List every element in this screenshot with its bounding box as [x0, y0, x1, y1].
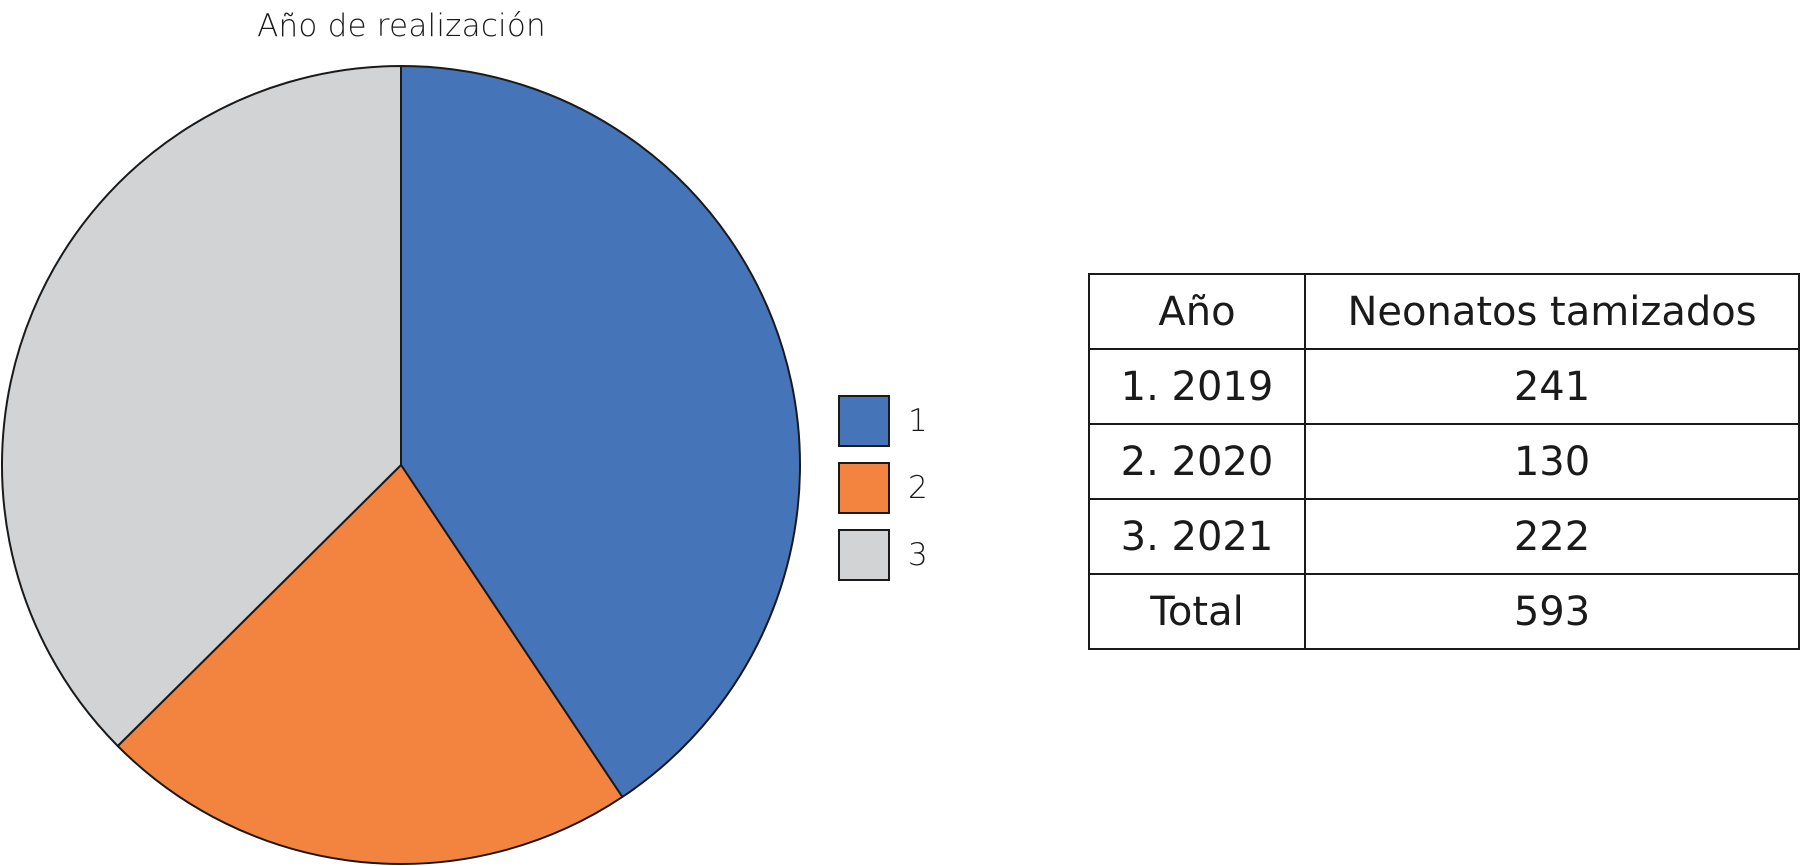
legend-swatch-1 [838, 395, 890, 447]
pie-slice-3 [1, 65, 402, 748]
chart-legend: 1 2 3 [838, 394, 928, 595]
pie-slice-2 [116, 464, 624, 865]
legend-label-3: 3 [908, 537, 928, 573]
chart-title: Año de realización [257, 8, 546, 44]
table-cell-value: 222 [1304, 498, 1800, 575]
table-row: 1. 2019 241 [1088, 348, 1800, 425]
table-cell-year: 1. 2019 [1088, 348, 1306, 425]
pie-chart [1, 65, 801, 865]
table-row-total: Total 593 [1088, 573, 1800, 650]
legend-swatch-3 [838, 529, 890, 581]
legend-item-1: 1 [838, 394, 928, 448]
table-row: 3. 2021 222 [1088, 498, 1800, 575]
data-table: Año Neonatos tamizados 1. 2019 241 2. 20… [1088, 273, 1800, 650]
table-header-row: Año Neonatos tamizados [1088, 273, 1800, 350]
legend-label-2: 2 [908, 470, 928, 506]
table-header-neonates: Neonatos tamizados [1304, 273, 1800, 350]
table-cell-year: 3. 2021 [1088, 498, 1306, 575]
table-cell-year: 2. 2020 [1088, 423, 1306, 500]
table-cell-total-value: 593 [1304, 573, 1800, 650]
table-header-year: Año [1088, 273, 1306, 350]
table-row: 2. 2020 130 [1088, 423, 1800, 500]
legend-swatch-2 [838, 462, 890, 514]
legend-item-2: 2 [838, 461, 928, 515]
legend-item-3: 3 [838, 528, 928, 582]
legend-label-1: 1 [908, 403, 928, 439]
table-cell-value: 130 [1304, 423, 1800, 500]
table-cell-total-label: Total [1088, 573, 1306, 650]
table-cell-value: 241 [1304, 348, 1800, 425]
